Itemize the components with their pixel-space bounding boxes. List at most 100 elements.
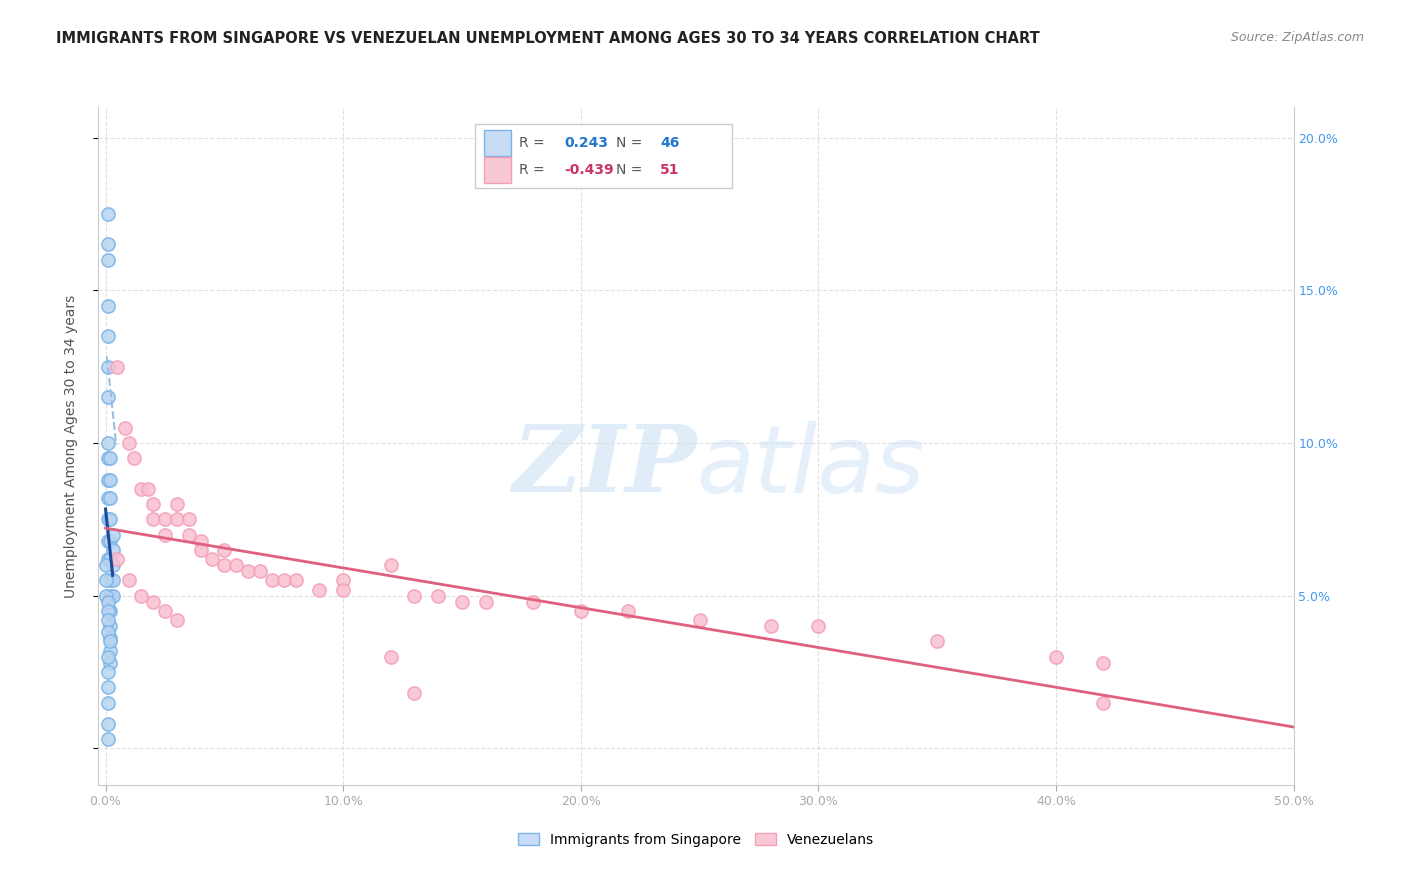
- Point: [101, 589, 124, 603]
- Point: [177, 512, 200, 526]
- Point: [380, 558, 402, 573]
- Text: 46: 46: [661, 136, 679, 150]
- Point: [225, 558, 247, 573]
- Point: [284, 574, 307, 588]
- Point: [451, 595, 474, 609]
- Point: [214, 558, 236, 573]
- Point: [617, 604, 640, 618]
- Point: [114, 420, 136, 434]
- Point: [97, 329, 120, 343]
- Text: R =: R =: [519, 163, 550, 178]
- Point: [97, 299, 120, 313]
- Point: [332, 574, 354, 588]
- Point: [166, 613, 188, 627]
- Point: [569, 604, 592, 618]
- Point: [1045, 649, 1067, 664]
- Point: [129, 589, 152, 603]
- Point: [177, 527, 200, 541]
- Point: [380, 649, 402, 664]
- Point: [427, 589, 450, 603]
- Point: [927, 634, 949, 648]
- Point: [98, 552, 121, 566]
- Point: [122, 451, 145, 466]
- Point: [98, 473, 121, 487]
- Point: [97, 649, 120, 664]
- Point: [807, 619, 830, 633]
- Point: [94, 574, 117, 588]
- Point: [97, 436, 120, 450]
- Point: [101, 527, 124, 541]
- Point: [97, 717, 120, 731]
- Y-axis label: Unemployment Among Ages 30 to 34 years: Unemployment Among Ages 30 to 34 years: [63, 294, 77, 598]
- Point: [118, 436, 141, 450]
- Text: 51: 51: [661, 163, 679, 178]
- Point: [1092, 696, 1115, 710]
- Point: [97, 680, 120, 694]
- Point: [142, 512, 165, 526]
- Point: [98, 533, 121, 548]
- Point: [97, 665, 120, 679]
- Point: [308, 582, 330, 597]
- Text: R =: R =: [519, 136, 550, 150]
- Point: [97, 732, 120, 747]
- Point: [214, 542, 236, 557]
- Point: [166, 512, 188, 526]
- Point: [97, 595, 120, 609]
- FancyBboxPatch shape: [485, 130, 510, 156]
- FancyBboxPatch shape: [475, 124, 733, 188]
- Point: [153, 527, 176, 541]
- Point: [260, 574, 283, 588]
- Point: [98, 656, 121, 670]
- Point: [97, 451, 120, 466]
- Text: -0.439: -0.439: [565, 163, 614, 178]
- Point: [97, 552, 120, 566]
- Point: [236, 564, 259, 578]
- Point: [98, 632, 121, 646]
- Point: [689, 613, 711, 627]
- Point: [153, 604, 176, 618]
- Point: [97, 512, 120, 526]
- Text: IMMIGRANTS FROM SINGAPORE VS VENEZUELAN UNEMPLOYMENT AMONG AGES 30 TO 34 YEARS C: IMMIGRANTS FROM SINGAPORE VS VENEZUELAN …: [56, 31, 1040, 46]
- Point: [97, 473, 120, 487]
- Point: [101, 574, 124, 588]
- Text: 0.243: 0.243: [565, 136, 609, 150]
- Point: [1092, 656, 1115, 670]
- Point: [201, 552, 224, 566]
- Point: [97, 625, 120, 640]
- Point: [332, 582, 354, 597]
- Point: [98, 634, 121, 648]
- Point: [190, 533, 212, 548]
- Text: atlas: atlas: [696, 421, 924, 512]
- Point: [97, 604, 120, 618]
- Text: ZIP: ZIP: [512, 421, 696, 511]
- Point: [94, 558, 117, 573]
- Point: [101, 558, 124, 573]
- Point: [97, 207, 120, 221]
- Point: [98, 574, 121, 588]
- Point: [142, 497, 165, 511]
- Text: Source: ZipAtlas.com: Source: ZipAtlas.com: [1230, 31, 1364, 45]
- Point: [404, 589, 426, 603]
- Point: [153, 512, 176, 526]
- Point: [142, 595, 165, 609]
- Point: [101, 542, 124, 557]
- Point: [98, 589, 121, 603]
- Point: [98, 512, 121, 526]
- Text: N =: N =: [616, 163, 647, 178]
- Point: [97, 696, 120, 710]
- Point: [97, 237, 120, 252]
- Point: [273, 574, 295, 588]
- Point: [97, 613, 120, 627]
- Point: [404, 686, 426, 700]
- Point: [474, 595, 496, 609]
- Point: [136, 482, 159, 496]
- Point: [166, 497, 188, 511]
- Point: [129, 482, 152, 496]
- Point: [94, 589, 117, 603]
- Point: [522, 595, 544, 609]
- FancyBboxPatch shape: [485, 157, 510, 183]
- Point: [97, 533, 120, 548]
- Point: [98, 451, 121, 466]
- Point: [190, 542, 212, 557]
- Point: [98, 604, 121, 618]
